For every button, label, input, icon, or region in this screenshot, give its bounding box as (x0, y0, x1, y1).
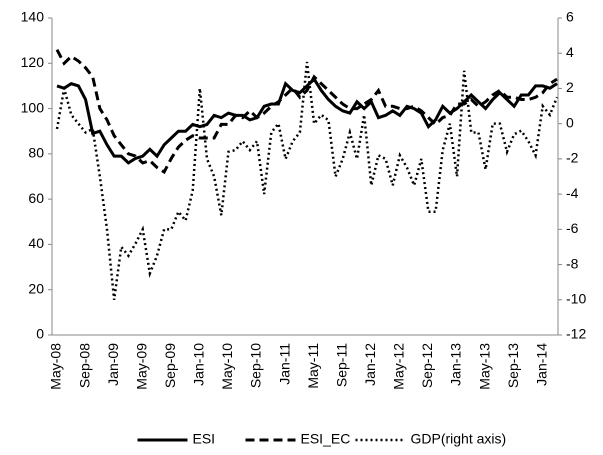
x-tick-label: Sep-10 (248, 343, 264, 388)
y-tick-label: 60 (28, 190, 44, 206)
x-tick-label: Sep-12 (419, 343, 435, 388)
y2-tick-label: -6 (566, 220, 579, 236)
series-line (55, 61, 559, 300)
y-tick-label: 120 (21, 54, 45, 70)
y-tick-label: 100 (21, 99, 45, 115)
series-line (56, 76, 558, 165)
legend-label: ESI_EC (301, 431, 351, 447)
y2-tick-label: 4 (566, 44, 574, 60)
legend-label: ESI (193, 431, 216, 447)
y2-tick-label: -4 (566, 185, 579, 201)
x-tick-label: Jan-13 (448, 343, 464, 386)
x-tick-label: May-09 (133, 343, 149, 390)
x-tick-label: Sep-13 (505, 343, 521, 388)
x-tick-label: Sep-11 (333, 343, 349, 387)
y2-tick-label: -10 (566, 290, 586, 306)
y-tick-label: 40 (28, 235, 44, 251)
x-tick-label: Sep-08 (76, 343, 92, 388)
x-tick-label: May-08 (48, 343, 64, 390)
y-tick-label: 0 (36, 326, 44, 342)
x-tick-label: May-13 (476, 343, 492, 390)
x-tick-label: May-12 (391, 343, 407, 390)
y-tick-label: 80 (28, 145, 44, 161)
x-tick-label: May-11 (305, 343, 321, 389)
y2-tick-label: 2 (566, 79, 574, 95)
x-tick-label: Jan-09 (105, 343, 121, 386)
x-tick-label: May-10 (219, 343, 235, 390)
y2-tick-label: 0 (566, 114, 574, 130)
y-tick-label: 20 (28, 280, 44, 296)
y2-tick-label: -2 (566, 150, 579, 166)
legend-label: GDP(right axis) (411, 431, 507, 447)
x-tick-label: Jan-14 (533, 343, 549, 386)
x-tick-label: Jan-12 (362, 343, 378, 386)
y-tick-label: 140 (21, 9, 45, 25)
x-tick-label: Jan-10 (191, 343, 207, 386)
y2-tick-label: 6 (566, 9, 574, 25)
x-tick-label: Sep-09 (162, 343, 178, 388)
y2-tick-label: -12 (566, 326, 586, 342)
x-tick-label: Jan-11 (276, 343, 292, 385)
y2-tick-label: -8 (566, 255, 579, 271)
series-line (55, 49, 558, 175)
